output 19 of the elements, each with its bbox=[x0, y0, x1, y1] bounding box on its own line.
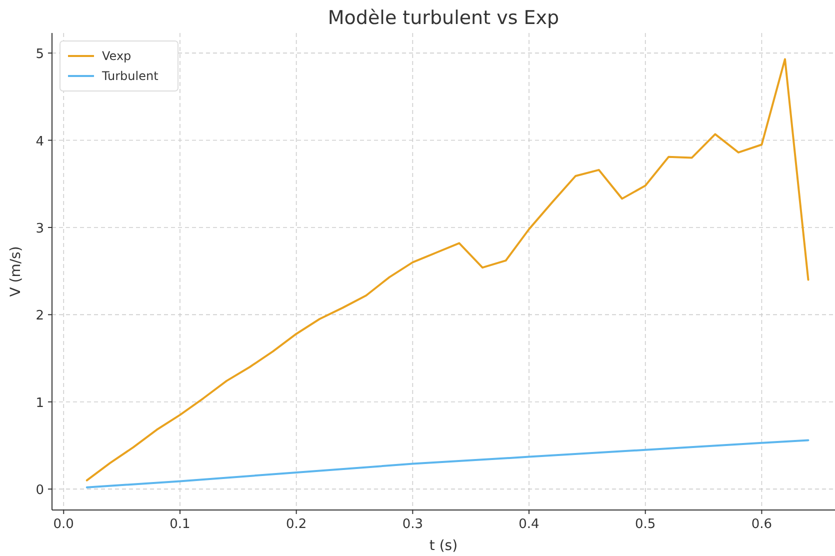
x-tick-label: 0.6 bbox=[751, 517, 772, 532]
chart-title: Modèle turbulent vs Exp bbox=[328, 7, 560, 29]
x-tick-label: 0.0 bbox=[53, 517, 74, 532]
y-tick-label: 5 bbox=[36, 47, 44, 62]
y-tick-label: 3 bbox=[36, 221, 44, 236]
legend-label: Turbulent bbox=[101, 69, 159, 83]
y-tick-label: 4 bbox=[36, 134, 44, 150]
x-tick-label: 0.1 bbox=[170, 517, 190, 532]
y-tick-label: 1 bbox=[36, 396, 44, 411]
x-tick-label: 0.3 bbox=[402, 517, 424, 532]
line-series bbox=[86, 439, 810, 488]
x-tick-label: 0.2 bbox=[286, 517, 307, 532]
legend-label: Vexp bbox=[102, 49, 132, 63]
y-axis-title: V (m/s) bbox=[8, 246, 24, 297]
y-tick-label: 0 bbox=[36, 483, 44, 498]
x-tick-label: 0.5 bbox=[635, 517, 656, 532]
y-tick-label: 2 bbox=[36, 308, 44, 324]
x-tick-label: 0.4 bbox=[518, 517, 540, 532]
x-axis-title: t (s) bbox=[429, 538, 458, 554]
